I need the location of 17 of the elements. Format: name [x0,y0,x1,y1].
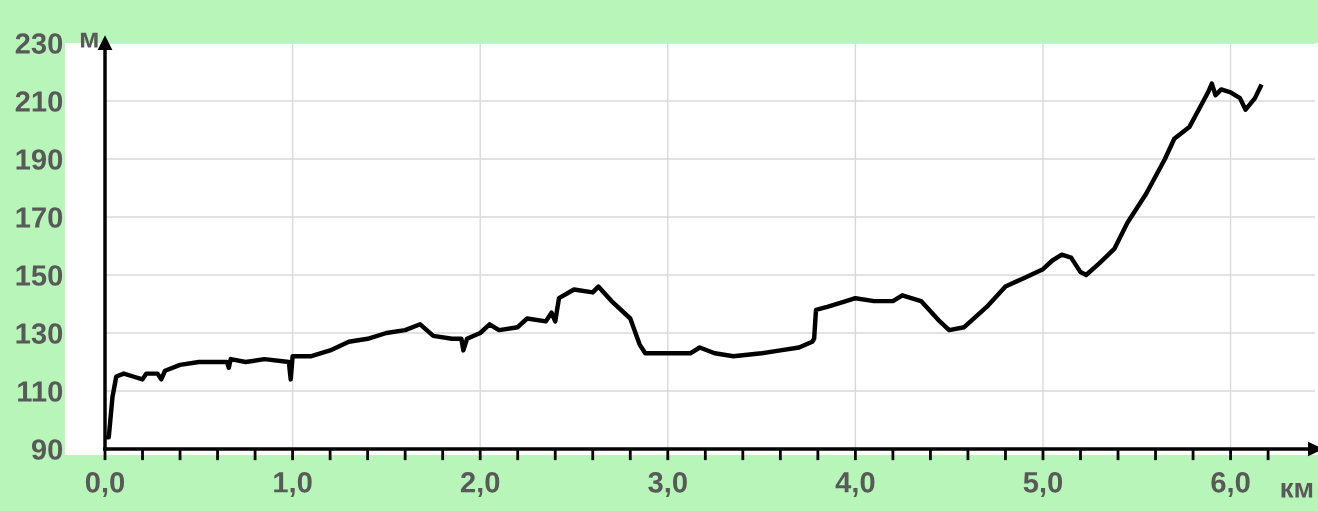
x-tick-label: 1,0 [274,471,312,497]
x-tick-label: 4,0 [835,471,875,497]
x-tick-label: 5,0 [1023,471,1063,497]
x-axis-title: км [1281,482,1313,498]
y-axis-title: м [80,32,98,48]
y-tick-label: 190 [16,149,63,170]
x-tick-label: 2,0 [460,471,500,497]
y-tick-label: 170 [16,207,63,228]
x-tick-label: 0,0 [85,471,125,497]
y-tick-label: 90 [31,439,63,460]
y-tick-label: 210 [15,91,63,112]
y-tick-label: 230 [15,33,63,54]
x-tick-label: 3,0 [648,471,687,497]
x-tick-label: 6,0 [1211,471,1250,497]
y-tick-label: 110 [18,381,63,402]
y-tick-label: 130 [16,323,63,344]
y-tick-label: 150 [16,265,63,286]
